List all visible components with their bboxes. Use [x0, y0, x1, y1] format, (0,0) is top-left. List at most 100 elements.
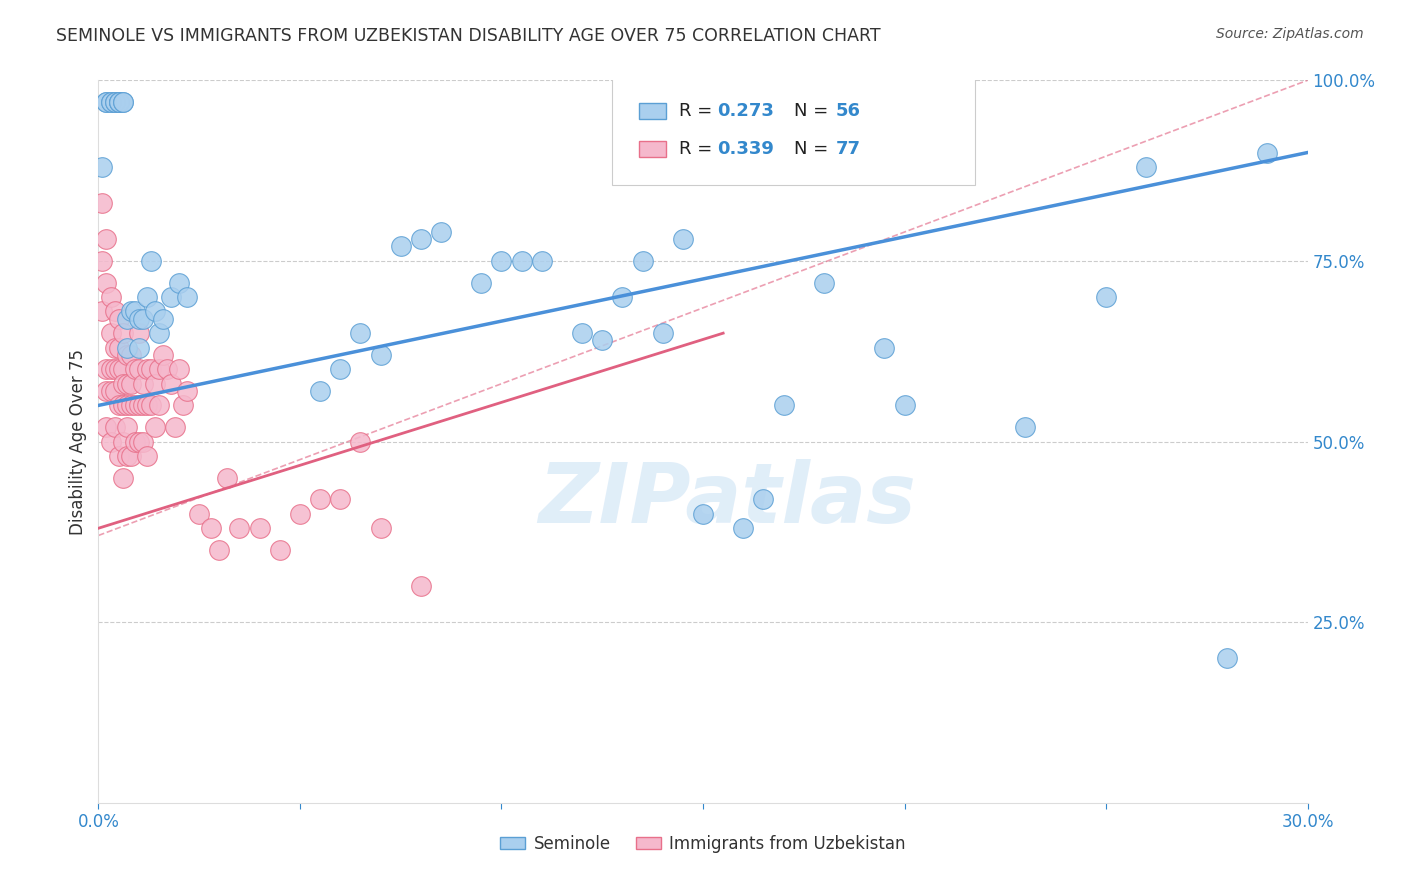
Point [96, 362, 118, 376]
Text: SEMINOLE VS IMMIGRANTS FROM UZBEKISTAN DISABILITY AGE OVER 75 CORRELATION CHART: SEMINOLE VS IMMIGRANTS FROM UZBEKISTAN D… [56, 27, 882, 45]
Point [135, 290, 157, 304]
Point [107, 95, 129, 109]
Point [107, 341, 129, 355]
Point [135, 362, 157, 376]
Text: N =: N = [793, 103, 834, 120]
Point [148, 362, 170, 376]
Point [128, 434, 150, 449]
Point [96, 276, 118, 290]
Point [329, 362, 352, 376]
Point [148, 326, 170, 340]
Point [148, 398, 170, 412]
Point [100, 95, 122, 109]
Point [152, 348, 174, 362]
Point [228, 521, 250, 535]
Point [100, 290, 122, 304]
Point [103, 341, 125, 355]
Point [124, 398, 146, 412]
Point [115, 376, 138, 391]
Point [752, 492, 775, 507]
Point [107, 95, 129, 109]
Point [288, 507, 311, 521]
Point [120, 348, 142, 362]
Point [107, 449, 129, 463]
Text: 77: 77 [837, 140, 860, 158]
Text: R =: R = [679, 140, 718, 158]
Legend: Seminole, Immigrants from Uzbekistan: Seminole, Immigrants from Uzbekistan [494, 828, 912, 860]
Point [1095, 290, 1118, 304]
Point [107, 311, 129, 326]
Point [217, 470, 239, 484]
FancyBboxPatch shape [638, 141, 665, 157]
Point [132, 311, 155, 326]
Point [115, 449, 138, 463]
Point [409, 579, 432, 593]
Point [103, 95, 125, 109]
Point [96, 232, 118, 246]
Point [139, 362, 162, 376]
Point [128, 326, 150, 340]
Point [96, 384, 118, 398]
Point [172, 398, 194, 412]
Point [571, 326, 593, 340]
Point [115, 348, 138, 362]
Point [631, 253, 654, 268]
Text: 56: 56 [837, 103, 860, 120]
Point [115, 341, 138, 355]
Point [733, 521, 755, 535]
Point [91, 160, 114, 174]
Point [249, 521, 271, 535]
Point [111, 398, 134, 412]
Point [772, 398, 794, 412]
Point [309, 384, 332, 398]
Text: ZIPatlas: ZIPatlas [538, 458, 917, 540]
Point [1256, 145, 1278, 160]
FancyBboxPatch shape [613, 77, 976, 185]
Point [510, 253, 533, 268]
Text: Source: ZipAtlas.com: Source: ZipAtlas.com [1216, 27, 1364, 41]
Point [115, 398, 138, 412]
Point [491, 253, 513, 268]
Point [124, 362, 146, 376]
Point [103, 304, 125, 318]
Point [91, 304, 114, 318]
Point [143, 304, 166, 318]
Text: 0.339: 0.339 [717, 140, 775, 158]
Point [103, 362, 125, 376]
Point [139, 398, 162, 412]
Point [124, 304, 146, 318]
Point [389, 239, 412, 253]
Point [692, 507, 714, 521]
Point [124, 434, 146, 449]
Point [139, 253, 162, 268]
Point [128, 341, 150, 355]
Point [143, 420, 166, 434]
Point [349, 326, 371, 340]
Point [100, 384, 122, 398]
Point [1216, 651, 1239, 665]
Point [132, 376, 155, 391]
Point [409, 232, 432, 246]
Point [176, 384, 198, 398]
Point [156, 362, 179, 376]
Point [103, 420, 125, 434]
Point [115, 420, 138, 434]
Point [135, 398, 157, 412]
Point [111, 376, 134, 391]
Point [107, 398, 129, 412]
Point [135, 449, 157, 463]
Point [176, 290, 198, 304]
Point [111, 434, 134, 449]
Point [309, 492, 332, 507]
Point [96, 420, 118, 434]
Point [167, 276, 190, 290]
Point [591, 334, 613, 348]
Point [873, 341, 896, 355]
Point [1014, 420, 1036, 434]
Point [111, 95, 134, 109]
Text: N =: N = [793, 140, 834, 158]
Point [107, 95, 129, 109]
Point [120, 304, 142, 318]
Point [128, 311, 150, 326]
Point [100, 362, 122, 376]
